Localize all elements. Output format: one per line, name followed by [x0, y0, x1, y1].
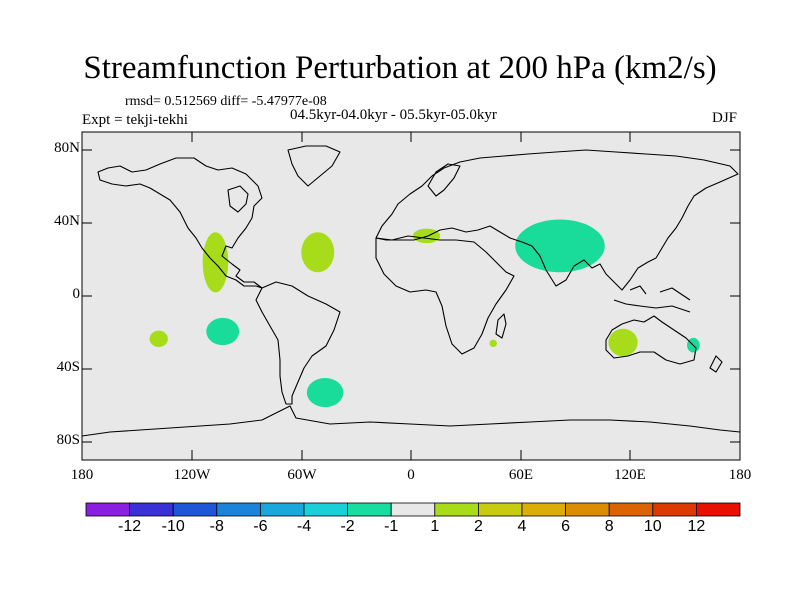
coastline-antarctica	[81, 405, 741, 437]
colorbar-label: -4	[296, 518, 312, 535]
x-tick-label: 60E	[508, 467, 534, 483]
x-tick-label: 60W	[287, 467, 317, 483]
colorbar-label: 6	[561, 518, 571, 535]
x-tick-label: 120E	[614, 467, 646, 483]
x-tick-label: 180	[728, 467, 752, 483]
colorbar-label: 8	[604, 518, 614, 535]
coastline-greenland	[287, 145, 341, 187]
colorbar-label: 4	[517, 518, 527, 535]
x-tick-label: 0	[407, 467, 415, 483]
y-ticks	[82, 149, 740, 443]
region-south-atlantic-negative	[306, 378, 344, 408]
colorbar-label: 1	[430, 518, 440, 535]
anomaly-regions	[149, 219, 700, 408]
rmsd-diff-stats: rmsd= 0.512569 diff= -5.47977e-08	[125, 94, 327, 109]
map-title: Streamfunction Perturbation at 200 hPa (…	[83, 50, 717, 86]
colorbar-label: -12	[118, 518, 142, 535]
coastline-africa	[375, 235, 515, 355]
x-tick-label: 120W	[173, 467, 211, 483]
colorbar-label: -8	[209, 518, 224, 535]
coastline-indonesia	[613, 285, 691, 313]
coastline-hudson-bay	[227, 185, 249, 213]
colorbar-box	[652, 502, 697, 517]
coastline-australia	[605, 315, 697, 365]
y-tick-label: 40N	[54, 213, 80, 229]
colorbar-box	[303, 502, 348, 517]
colorbar-box	[172, 502, 218, 517]
region-north-mexico-positive	[202, 232, 229, 293]
coastline-south-america	[255, 281, 341, 405]
colorbar-box	[565, 502, 610, 517]
colorbar-box	[259, 502, 305, 517]
colorbar-box	[390, 502, 436, 517]
coastline-eurasia	[375, 149, 739, 291]
colorbar-box	[608, 502, 654, 517]
colorbar-label: -10	[161, 518, 185, 535]
colorbar	[85, 502, 741, 517]
colorbar-box	[521, 502, 566, 517]
colorbar-box	[696, 502, 741, 517]
region-madagascar-positive	[489, 339, 497, 348]
coastline-north-america	[97, 157, 263, 289]
experiment-label: Expt = tekji-tekhi	[82, 112, 188, 128]
region-asia-negative	[515, 219, 605, 273]
coastline-scandinavia	[427, 163, 461, 197]
colorbar-box	[347, 502, 392, 517]
colorbar-box	[477, 502, 523, 517]
period-subtitle: 04.5kyr-04.0kyr - 05.5kyr-05.0kyr	[290, 107, 497, 123]
x-tick-label: 180	[70, 467, 94, 483]
region-south-pacific-west-positive	[149, 330, 168, 348]
colorbar-label: 2	[473, 518, 483, 535]
x-ticks	[191, 132, 631, 460]
region-south-pacific-negative	[206, 317, 240, 346]
colorbar-label: -2	[340, 518, 355, 535]
colorbar-box	[216, 502, 261, 517]
coastline-madagascar	[495, 313, 507, 339]
colorbar-label: -6	[253, 518, 268, 535]
y-tick-label: 0	[72, 286, 81, 302]
colorbar-label: -1	[384, 518, 399, 535]
y-tick-label: 80S	[56, 432, 80, 448]
plot-area	[82, 132, 740, 460]
season-label: DJF	[712, 110, 738, 126]
colorbar-label: 10	[643, 518, 662, 535]
region-north-atlantic-positive	[301, 232, 335, 273]
coastline-new-zealand	[709, 355, 723, 373]
colorbar-label: 12	[687, 518, 706, 535]
y-tick-label: 80N	[54, 140, 80, 156]
colorbar-box	[85, 502, 130, 517]
coastlines	[81, 145, 741, 437]
colorbar-box	[434, 502, 479, 517]
colorbar-box	[129, 502, 174, 517]
region-australia-positive	[608, 328, 638, 357]
y-tick-label: 40S	[56, 359, 80, 375]
